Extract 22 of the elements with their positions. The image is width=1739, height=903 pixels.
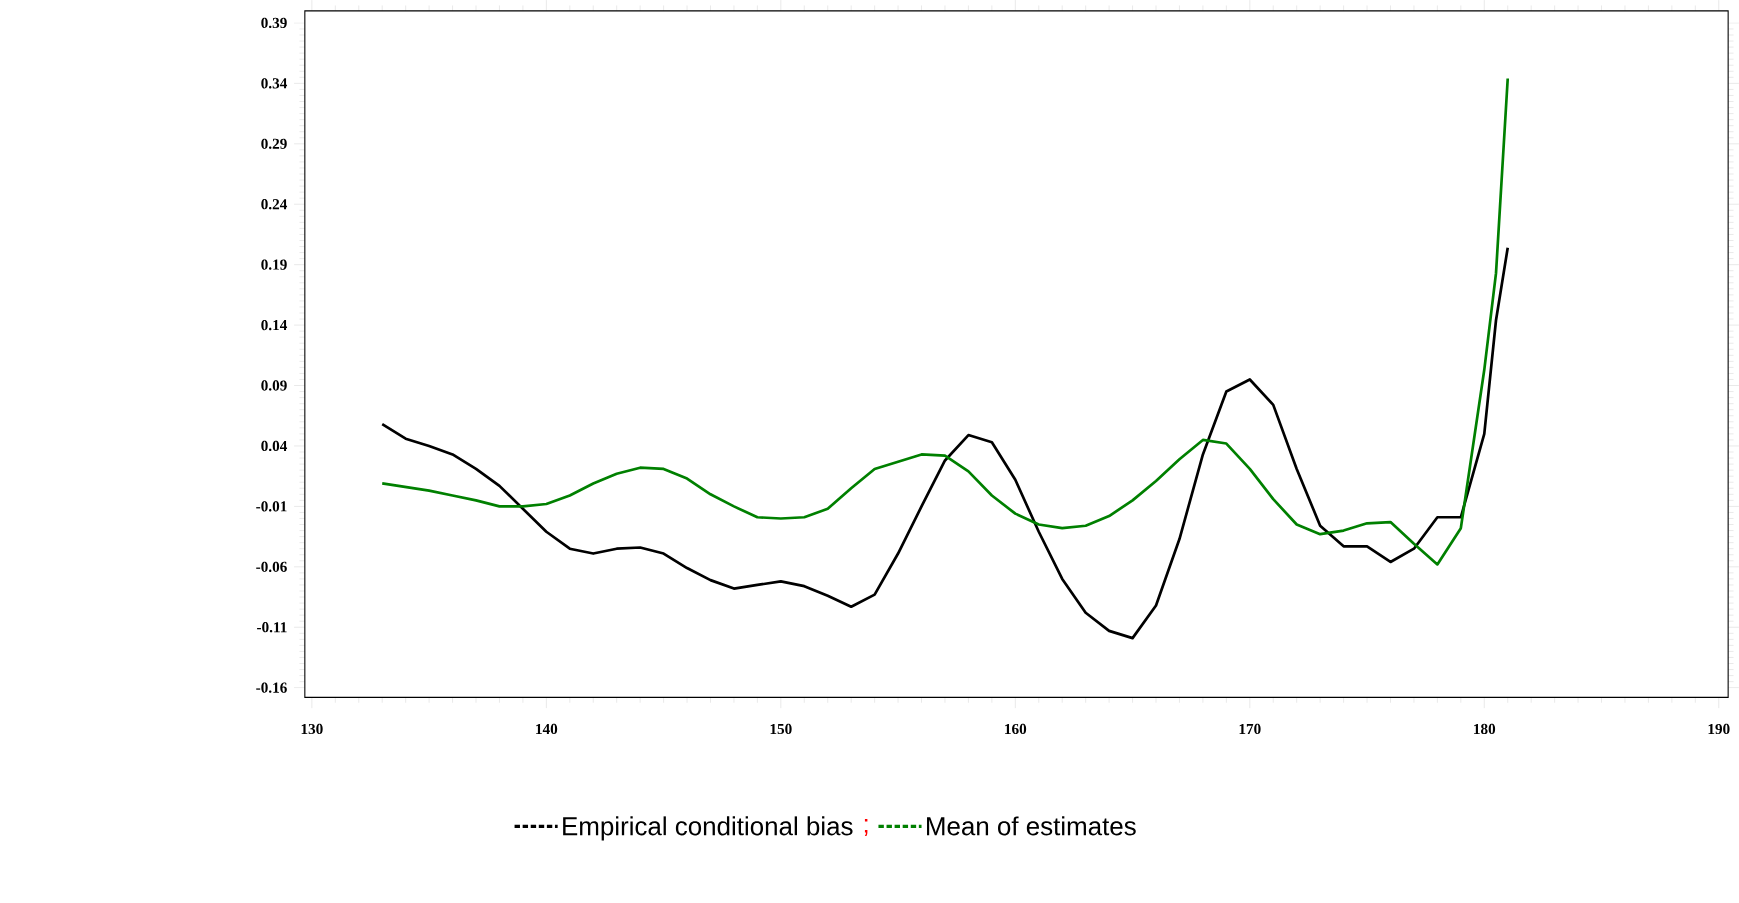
y-tick-label: 0.34 bbox=[261, 78, 288, 89]
x-tick-label: 130 bbox=[301, 723, 323, 735]
y-tick-label: -0.11 bbox=[257, 622, 287, 633]
y-tick-label: 0.29 bbox=[261, 138, 287, 150]
legend-label: Mean of estimates bbox=[927, 816, 1136, 836]
x-tick-label: 180 bbox=[1474, 723, 1496, 735]
y-tick-label: 0.24 bbox=[261, 199, 288, 210]
y-tick-label: 0.04 bbox=[261, 440, 288, 452]
x-tick-label: 140 bbox=[536, 723, 558, 735]
x-tick-label: 150 bbox=[770, 723, 792, 735]
x-tick-label: 160 bbox=[1005, 723, 1027, 735]
y-tick-label: 0.09 bbox=[261, 380, 287, 391]
x-tick-label: 170 bbox=[1239, 723, 1261, 735]
y-tick-label: 0.14 bbox=[261, 320, 288, 331]
y-tick-label: -0.01 bbox=[256, 501, 287, 512]
legend-label: Empirical conditional bias bbox=[563, 816, 853, 841]
text: ; bbox=[864, 818, 868, 837]
x-tick-label: 190 bbox=[1708, 723, 1730, 735]
y-tick-label: -0.16 bbox=[256, 682, 287, 693]
y-tick-label: 0.39 bbox=[261, 17, 287, 29]
y-tick-label: 0.19 bbox=[261, 259, 287, 270]
y-tick-label: -0.06 bbox=[256, 561, 287, 573]
